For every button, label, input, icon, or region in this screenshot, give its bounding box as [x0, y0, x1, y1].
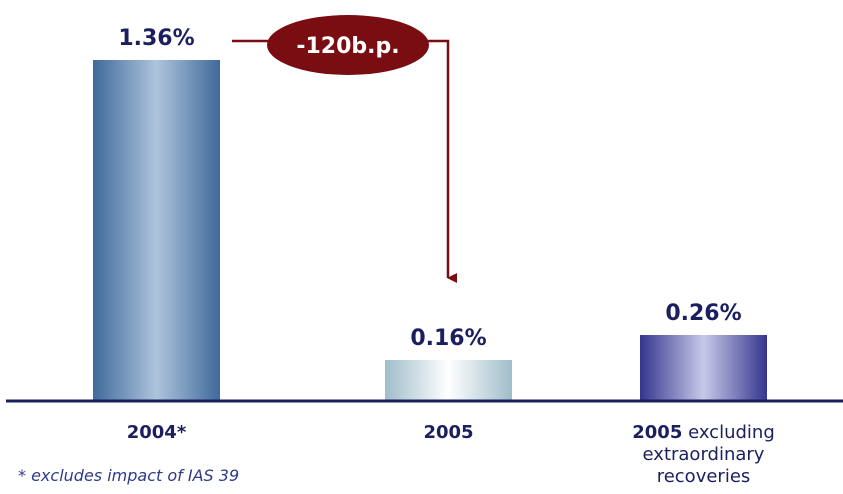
bar-0 — [93, 60, 220, 400]
category-label-bold-0: 2004* — [127, 422, 187, 443]
category-label-2: 2005 excluding — [632, 422, 775, 443]
change-arrow — [232, 39, 457, 283]
category-label-0: 2004* — [127, 422, 187, 443]
change-label: -120b.p. — [296, 34, 399, 59]
category-label-rest-0: excluding — [682, 422, 774, 443]
value-label-1: 0.16% — [410, 326, 486, 351]
category-label-bold-2: 2005 — [632, 422, 682, 443]
footnote: * excludes impact of IAS 39 — [18, 466, 240, 485]
value-labels-group: 1.36% 0.16% 0.26% — [118, 26, 741, 351]
change-badge — [267, 15, 429, 75]
value-label-2: 0.26% — [665, 301, 741, 326]
change-annotation: -120b.p. — [232, 15, 457, 283]
category-label-line-2: recoveries — [657, 466, 751, 487]
category-label-1: 2005 — [423, 422, 473, 443]
category-label-line-1: extraordinary — [643, 444, 765, 465]
value-label-0: 1.36% — [118, 26, 194, 51]
category-labels-group: 2004* 2005 2005 excludingextraordinaryreco… — [127, 422, 775, 487]
bars-group — [93, 60, 767, 400]
category-label-bold-1: 2005 — [423, 422, 473, 443]
bar-1 — [385, 360, 512, 400]
bar-2 — [640, 335, 767, 400]
